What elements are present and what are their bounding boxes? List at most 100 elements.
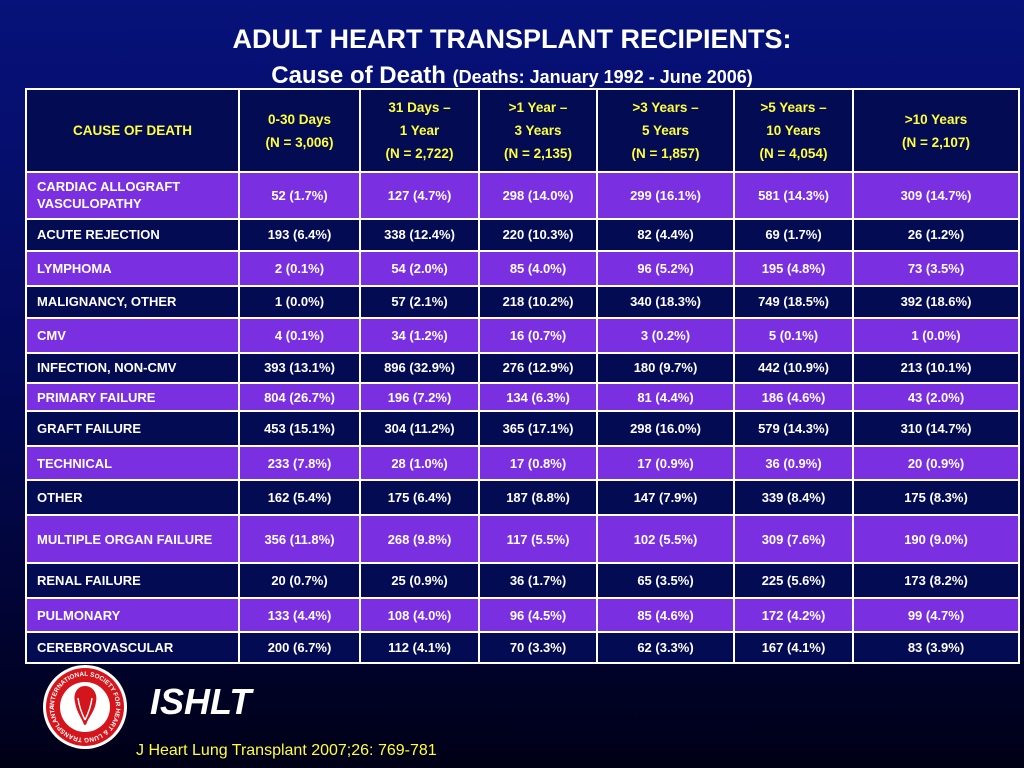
- value-cell: 453 (15.1%): [238, 410, 361, 447]
- cause-cell: CEREBROVASCULAR: [25, 631, 240, 664]
- value-cell: 112 (4.1%): [359, 631, 480, 664]
- column-header-period: 0-30 Days (N = 3,006): [238, 88, 361, 173]
- value-cell: 73 (3.5%): [852, 250, 1020, 287]
- cause-cell: PULMONARY: [25, 596, 240, 634]
- value-cell: 340 (18.3%): [596, 284, 735, 320]
- value-cell: 20 (0.7%): [238, 562, 361, 599]
- value-cell: 1 (0.0%): [238, 284, 361, 320]
- column-header-line: 31 Days –: [388, 100, 451, 115]
- value-cell: 896 (32.9%): [359, 351, 480, 384]
- cause-cell: CARDIAC ALLOGRAFT VASCULOPATHY: [25, 171, 240, 220]
- column-header-period: 31 Days – 1 Year (N = 2,722): [359, 88, 480, 173]
- column-header-period: >10 Years (N = 2,107): [852, 88, 1020, 173]
- table-row: PRIMARY FAILURE 804 (26.7%) 196 (7.2%) 134 …: [25, 381, 1020, 413]
- value-cell: 81 (4.4%): [596, 381, 735, 413]
- value-cell: 173 (8.2%): [852, 562, 1020, 599]
- value-cell: 20 (0.9%): [852, 444, 1020, 482]
- column-header-line: 3 Years: [514, 123, 562, 138]
- value-cell: 1 (0.0%): [852, 317, 1020, 354]
- value-cell: 83 (3.9%): [852, 631, 1020, 664]
- value-cell: 133 (4.4%): [238, 596, 361, 634]
- value-cell: 4 (0.1%): [238, 317, 361, 354]
- slide-subtitle: Cause of Death (Deaths: January 1992 - J…: [0, 62, 1024, 90]
- column-header-line: (N = 4,054): [759, 146, 828, 161]
- value-cell: 43 (2.0%): [852, 381, 1020, 413]
- value-cell: 804 (26.7%): [238, 381, 361, 413]
- value-cell: 220 (10.3%): [478, 217, 598, 253]
- table-row: INFECTION, NON-CMV 393 (13.1%) 896 (32.9%)…: [25, 351, 1020, 384]
- value-cell: 57 (2.1%): [359, 284, 480, 320]
- header-row: CAUSE OF DEATH 0-30 Days (N = 3,006) 31 Day…: [25, 88, 1020, 173]
- value-cell: 196 (7.2%): [359, 381, 480, 413]
- value-cell: 298 (16.0%): [596, 410, 735, 447]
- table-row: ACUTE REJECTION 193 (6.4%) 338 (12.4%) 220 …: [25, 217, 1020, 253]
- value-cell: 3 (0.2%): [596, 317, 735, 354]
- value-cell: 85 (4.6%): [596, 596, 735, 634]
- value-cell: 82 (4.4%): [596, 217, 735, 253]
- value-cell: 268 (9.8%): [359, 513, 480, 565]
- column-header-period: >1 Year – 3 Years (N = 2,135): [478, 88, 598, 173]
- cause-cell: LYMPHOMA: [25, 250, 240, 287]
- value-cell: 70 (3.3%): [478, 631, 598, 664]
- value-cell: 175 (6.4%): [359, 479, 480, 516]
- subtitle-date-range: (Deaths: January 1992 - June 2006): [452, 67, 753, 87]
- value-cell: 309 (14.7%): [852, 171, 1020, 220]
- value-cell: 16 (0.7%): [478, 317, 598, 354]
- value-cell: 54 (2.0%): [359, 250, 480, 287]
- ishlt-brand: ISHLT: [150, 681, 252, 722]
- column-header-line: >5 Years –: [760, 100, 827, 115]
- table-row: GRAFT FAILURE 453 (15.1%) 304 (11.2%) 365 (…: [25, 410, 1020, 447]
- column-header-line: (N = 3,006): [265, 134, 334, 150]
- value-cell: 36 (0.9%): [733, 444, 854, 482]
- value-cell: 26 (1.2%): [852, 217, 1020, 253]
- ishlt-seal-icon: INTERNATIONAL SOCIETY FOR HEART & LUNG T…: [42, 664, 127, 749]
- column-header-line: >10 Years: [904, 111, 968, 127]
- cause-cell: RENAL FAILURE: [25, 562, 240, 599]
- column-header-line: 10 Years: [766, 123, 821, 138]
- value-cell: 17 (0.8%): [478, 444, 598, 482]
- value-cell: 186 (4.6%): [733, 381, 854, 413]
- cause-of-death-table: CAUSE OF DEATH 0-30 Days (N = 3,006) 31 Day…: [25, 88, 1020, 664]
- value-cell: 304 (11.2%): [359, 410, 480, 447]
- value-cell: 200 (6.7%): [238, 631, 361, 664]
- table-row: OTHER 162 (5.4%) 175 (6.4%) 187 (8.8%) 147 (…: [25, 479, 1020, 516]
- column-header-line: >1 Year –: [508, 100, 568, 115]
- value-cell: 365 (17.1%): [478, 410, 598, 447]
- value-cell: 62 (3.3%): [596, 631, 735, 664]
- value-cell: 339 (8.4%): [733, 479, 854, 516]
- value-cell: 581 (14.3%): [733, 171, 854, 220]
- value-cell: 17 (0.9%): [596, 444, 735, 482]
- cause-cell: OTHER: [25, 479, 240, 516]
- value-cell: 52 (1.7%): [238, 171, 361, 220]
- value-cell: 5 (0.1%): [733, 317, 854, 354]
- value-cell: 99 (4.7%): [852, 596, 1020, 634]
- cause-cell: PRIMARY FAILURE: [25, 381, 240, 413]
- value-cell: 749 (18.5%): [733, 284, 854, 320]
- value-cell: 108 (4.0%): [359, 596, 480, 634]
- value-cell: 175 (8.3%): [852, 479, 1020, 516]
- value-cell: 162 (5.4%): [238, 479, 361, 516]
- cause-cell: INFECTION, NON-CMV: [25, 351, 240, 384]
- table-row: MALIGNANCY, OTHER 1 (0.0%) 57 (2.1%) 218 (1…: [25, 284, 1020, 320]
- value-cell: 393 (13.1%): [238, 351, 361, 384]
- value-cell: 193 (6.4%): [238, 217, 361, 253]
- column-header-cause: CAUSE OF DEATH: [25, 88, 240, 173]
- value-cell: 195 (4.8%): [733, 250, 854, 287]
- value-cell: 309 (7.6%): [733, 513, 854, 565]
- cause-cell: CMV: [25, 317, 240, 354]
- value-cell: 299 (16.1%): [596, 171, 735, 220]
- cause-cell: MALIGNANCY, OTHER: [25, 284, 240, 320]
- cause-cell: MULTIPLE ORGAN FAILURE: [25, 513, 240, 565]
- table-row: CMV 4 (0.1%) 34 (1.2%) 16 (0.7%) 3 (0.2%) 5 (…: [25, 317, 1020, 354]
- value-cell: 2 (0.1%): [238, 250, 361, 287]
- value-cell: 85 (4.0%): [478, 250, 598, 287]
- value-cell: 117 (5.5%): [478, 513, 598, 565]
- value-cell: 34 (1.2%): [359, 317, 480, 354]
- column-header-line: CAUSE OF DEATH: [72, 123, 192, 138]
- slide-title: ADULT HEART TRANSPLANT RECIPIENTS:: [232, 24, 792, 54]
- cause-cell: GRAFT FAILURE: [25, 410, 240, 447]
- column-header-period: >3 Years – 5 Years (N = 1,857): [596, 88, 735, 173]
- value-cell: 69 (1.7%): [733, 217, 854, 253]
- journal-citation: J Heart Lung Transplant 2007;26: 769-781: [136, 742, 437, 759]
- column-header-line: 5 Years: [641, 123, 690, 138]
